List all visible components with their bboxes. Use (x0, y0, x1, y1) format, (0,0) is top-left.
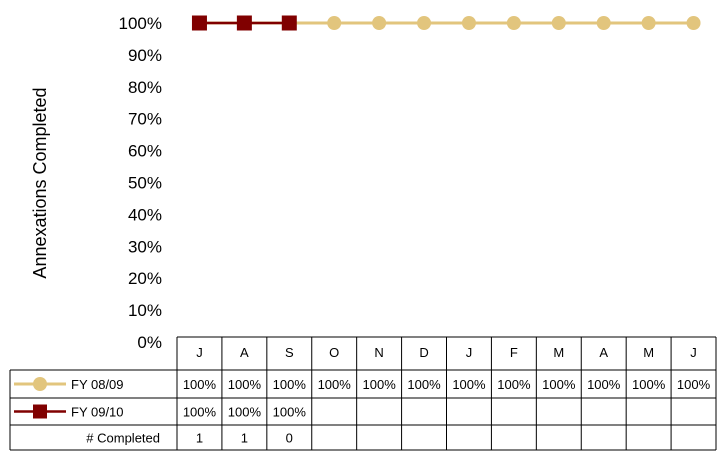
completed-count: 1 (196, 431, 203, 446)
x-tick-label: F (510, 345, 518, 360)
data-table (9, 336, 717, 451)
legend-label: FY 09/10 (71, 405, 124, 420)
data-label: 100% (318, 377, 352, 392)
data-label: 100% (452, 377, 486, 392)
x-tick-label: D (419, 345, 428, 360)
x-tick-label: A (240, 345, 249, 360)
legend-marker (33, 404, 47, 419)
data-point (596, 16, 611, 30)
y-tick-label: 30% (128, 237, 162, 256)
x-tick-label: M (553, 345, 564, 360)
data-label: 100% (587, 377, 621, 392)
y-tick-label: 70% (128, 110, 162, 129)
data-point (641, 16, 656, 30)
legend-marker (33, 377, 47, 391)
completed-row-label: # Completed (86, 431, 160, 446)
x-tick-label: M (643, 345, 654, 360)
data-label: 100% (497, 377, 531, 392)
y-tick-label: 20% (128, 269, 162, 288)
completed-count: 1 (241, 431, 248, 446)
y-tick-label: 40% (128, 205, 162, 224)
data-label: 100% (183, 405, 217, 420)
data-point (372, 16, 387, 30)
y-tick-label: 80% (128, 78, 162, 97)
y-tick-label: 60% (128, 142, 162, 161)
data-point (417, 16, 432, 30)
data-label: 100% (273, 377, 307, 392)
completed-count: 0 (286, 431, 293, 446)
data-label: 100% (228, 377, 262, 392)
x-tick-label: J (690, 345, 697, 360)
y-tick-label: 50% (128, 174, 162, 193)
y-tick-label: 100% (119, 14, 162, 33)
x-tick-label: O (329, 345, 339, 360)
data-label: 100% (363, 377, 397, 392)
series-lines (191, 15, 701, 31)
y-axis-label: Annexations Completed (30, 87, 50, 278)
data-label: 100% (228, 405, 262, 420)
x-tick-label: J (196, 345, 203, 360)
data-label: 100% (407, 377, 441, 392)
data-point (461, 16, 476, 30)
data-label: 100% (632, 377, 666, 392)
data-table-cells: 100% 100% 100% 100% 100% 100% 100% 100% 100% 100%… (183, 377, 711, 446)
data-point (506, 16, 521, 30)
data-point (236, 15, 252, 31)
y-tick-label: 10% (128, 301, 162, 320)
x-tick-label: N (374, 345, 383, 360)
data-label: 100% (183, 377, 217, 392)
data-point (686, 16, 701, 30)
data-point (551, 16, 566, 30)
x-tick-label: S (285, 345, 294, 360)
data-label: 100% (542, 377, 576, 392)
data-label: 100% (273, 405, 307, 420)
y-tick-label: 0% (137, 333, 162, 352)
y-ticks: 0% 10% 20% 30% 40% 50% 60% 70% 80% 90% 100% (119, 14, 162, 352)
legend-label: FY 08/09 (71, 377, 124, 392)
data-label: 100% (677, 377, 711, 392)
data-point (191, 15, 207, 31)
data-point (281, 15, 297, 31)
y-tick-label: 90% (128, 46, 162, 65)
x-tick-label: A (599, 345, 608, 360)
data-point (327, 16, 342, 30)
x-tick-label: J (466, 345, 473, 360)
data-table-row-labels: FY 08/09 FY 09/10 # Completed (14, 377, 160, 446)
